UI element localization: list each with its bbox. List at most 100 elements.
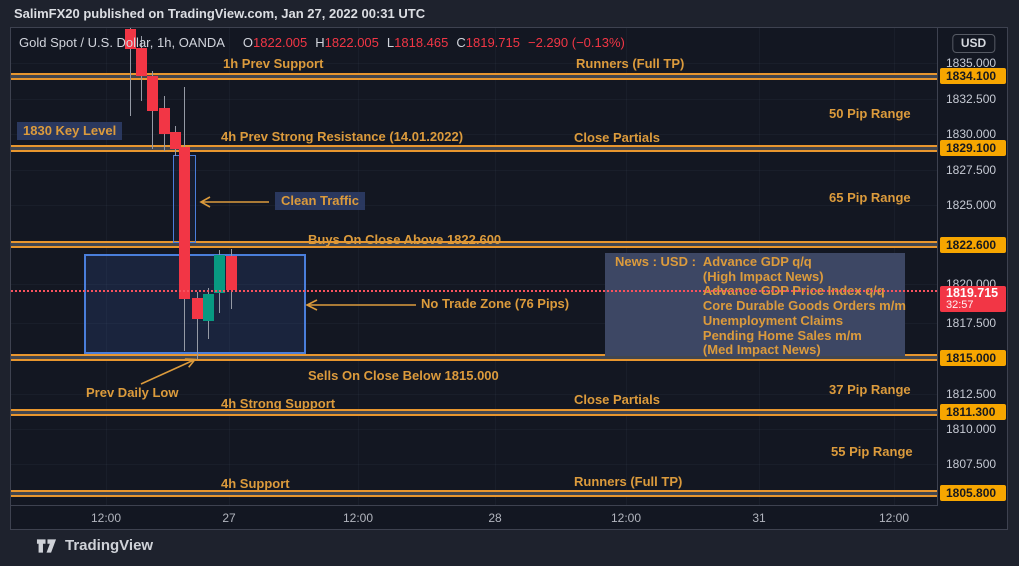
news-line: Unemployment Claims	[702, 312, 844, 328]
ohlc-value: 1818.465	[394, 35, 449, 50]
key-level-price-badge: 1815.000	[940, 350, 1006, 366]
ohlc-values: O1822.005 H1822.005 L1818.465 C1819.715	[235, 35, 520, 50]
label-65-pip-range[interactable]: 65 Pip Range	[829, 190, 911, 205]
label-clean-traffic[interactable]: Clean Traffic	[275, 192, 366, 210]
horizontal-gridline	[11, 170, 937, 171]
candle-wick	[130, 28, 131, 116]
horizontal-gridline	[11, 464, 937, 465]
news-prefix: News : USD :	[615, 254, 696, 269]
key-level-price-badge: 1805.800	[940, 485, 1006, 501]
time-axis-label: 31	[752, 511, 766, 525]
time-axis-label: 28	[488, 511, 502, 525]
candle-body-down	[170, 132, 181, 149]
vertical-gridline	[495, 28, 496, 505]
time-axis-label: 12:00	[610, 511, 642, 525]
news-annotation-box[interactable]: News : USD : Advance GDP q/q (High Impact…	[605, 253, 906, 358]
price-axis-tick: 1835.000	[946, 56, 997, 70]
no-trade-zone-arrow	[305, 299, 318, 311]
key-level-price-badge: 1829.100	[940, 140, 1006, 156]
tradingview-logo-text: TradingView	[65, 537, 154, 554]
time-axis-label: 12:00	[878, 511, 910, 525]
key-level-band[interactable]	[11, 409, 937, 416]
news-line: (Med Impact News)	[702, 342, 821, 358]
candle-body-down	[136, 48, 147, 76]
label-4h-strong-support[interactable]: 4h Strong Support	[221, 396, 336, 411]
time-axis-label: 12:00	[90, 511, 122, 525]
label-no-trade-zone[interactable]: No Trade Zone (76 Pips)	[421, 296, 570, 311]
candle-body-up	[203, 294, 214, 321]
label-50-pip-range[interactable]: 50 Pip Range	[829, 106, 911, 121]
horizontal-gridline	[11, 429, 937, 430]
horizontal-gridline	[11, 134, 937, 135]
ohlc-label: O	[242, 35, 254, 50]
prev-daily-low-arrow	[140, 359, 195, 385]
label-37-pip-range[interactable]: 37 Pip Range	[829, 382, 911, 397]
key-level-band[interactable]	[11, 490, 937, 497]
horizontal-gridline	[11, 284, 937, 285]
chart-area: News : USD : Advance GDP q/q (High Impact…	[10, 27, 1008, 530]
horizontal-gridline	[11, 394, 937, 395]
key-level-price-badge: 1811.300	[940, 404, 1006, 420]
label-prev-daily-low[interactable]: Prev Daily Low	[86, 385, 179, 400]
ohlc-value: 1819.715	[465, 35, 520, 50]
label-55-pip-range[interactable]: 55 Pip Range	[831, 444, 913, 459]
key-level-band[interactable]	[11, 73, 937, 80]
ohlc-label: L	[386, 35, 395, 50]
key-level-band[interactable]	[11, 241, 937, 248]
candle-body-up	[214, 255, 225, 293]
last-price-dotted-line	[11, 290, 937, 292]
news-line: Core Durable Goods Orders m/m	[702, 298, 906, 314]
time-axis[interactable]: 12:00 27 12:00 28 12:00 31 12:00	[11, 506, 937, 530]
horizontal-gridline	[11, 63, 937, 64]
news-line: Pending Home Sales m/m	[702, 327, 862, 343]
key-level-price-badge: 1834.100	[940, 68, 1006, 84]
label-buys-on-close[interactable]: Buys On Close Above 1822.600	[308, 232, 502, 247]
candle-body-down	[147, 76, 158, 111]
price-axis-tick: 1810.000	[946, 422, 997, 436]
attribution-bar: SalimFX20 published on TradingView.com, …	[0, 0, 1019, 26]
attribution-text: SalimFX20 published on TradingView.com, …	[14, 5, 426, 21]
label-1830-key-level[interactable]: 1830 Key Level	[17, 122, 123, 140]
time-axis-label: 12:00	[342, 511, 374, 525]
price-axis-tick: 1827.500	[946, 163, 997, 177]
price-axis-tick: 1825.000	[946, 198, 997, 212]
label-runners-full-tp-bottom[interactable]: Runners (Full TP)	[574, 474, 683, 489]
label-4h-support[interactable]: 4h Support	[221, 476, 290, 491]
label-4h-prev-strong-resistance[interactable]: 4h Prev Strong Resistance (14.01.2022)	[221, 129, 464, 144]
ohlc-value: 1822.005	[324, 35, 379, 50]
label-runners-full-tp-top[interactable]: Runners (Full TP)	[576, 56, 685, 71]
ohlc-value: 1822.005	[253, 35, 308, 50]
label-sells-on-close[interactable]: Sells On Close Below 1815.000	[308, 368, 499, 383]
price-axis-tick: 1817.500	[946, 316, 997, 330]
bar-countdown: 32:57	[946, 299, 974, 311]
change-value: −2.290 (−0.13%)	[528, 35, 625, 50]
ohlc-label: H	[315, 35, 325, 50]
horizontal-gridline	[11, 323, 937, 324]
currency-badge[interactable]: USD	[951, 34, 996, 53]
price-axis[interactable]: USD 1835.000 1832.500 1830.000 1827.500 1825…	[938, 28, 1009, 529]
last-price-badge: 1819.715 32:57	[940, 286, 1006, 312]
horizontal-gridline	[11, 205, 937, 206]
tradingview-watermark[interactable]: TradingView	[36, 537, 153, 554]
label-close-partials-bottom[interactable]: Close Partials	[574, 392, 660, 407]
price-axis-tick: 1832.500	[946, 92, 997, 106]
symbol-title[interactable]: Gold Spot / U.S. Dollar, 1h, OANDA	[19, 35, 225, 50]
key-level-band[interactable]	[11, 145, 937, 152]
candle-body-down	[179, 147, 190, 299]
price-axis-tick: 1830.000	[946, 127, 997, 141]
news-line: Advance GDP q/q	[702, 254, 812, 269]
news-line: (High Impact News)	[702, 268, 824, 284]
label-close-partials-top[interactable]: Close Partials	[574, 130, 660, 145]
chart-pane[interactable]: News : USD : Advance GDP q/q (High Impact…	[11, 28, 938, 506]
news-lines: Advance GDP q/q (High Impact News) Advance…	[702, 254, 906, 358]
candle-body-down	[192, 298, 203, 319]
price-axis-tick: 1807.500	[946, 457, 997, 471]
vertical-gridline	[358, 28, 359, 505]
key-level-band[interactable]	[11, 354, 937, 361]
candle-body-down	[159, 108, 170, 134]
candle-body-down	[125, 29, 136, 49]
candle-wick	[197, 292, 198, 359]
symbol-legend[interactable]: Gold Spot / U.S. Dollar, 1h, OANDA O1822.…	[19, 35, 625, 50]
label-1h-prev-support[interactable]: 1h Prev Support	[223, 56, 324, 71]
